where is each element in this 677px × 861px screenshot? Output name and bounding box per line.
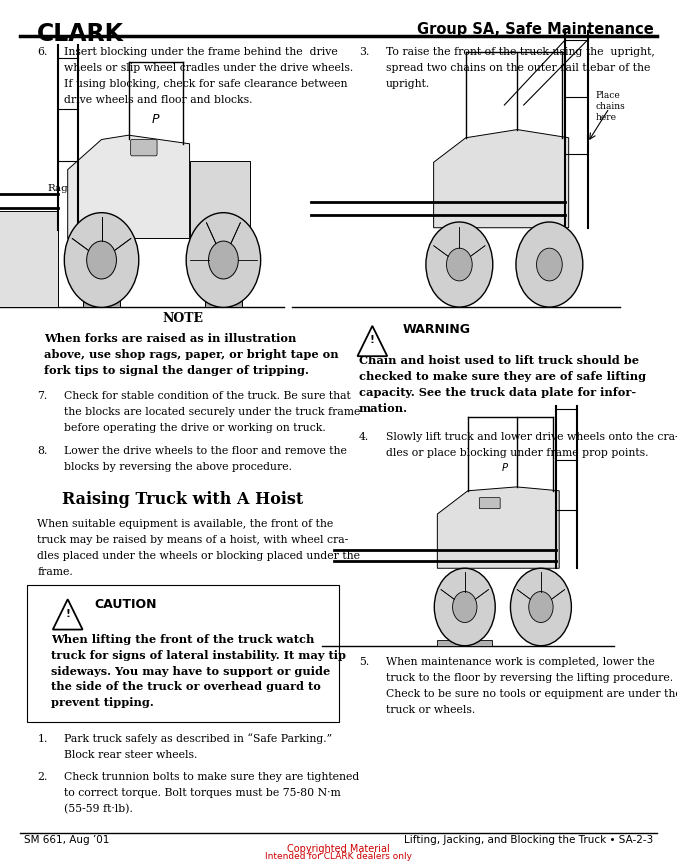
Bar <box>204 290 242 307</box>
Text: Park truck safely as described in “Safe Parking.”: Park truck safely as described in “Safe … <box>64 734 332 745</box>
Text: 6.: 6. <box>37 47 47 58</box>
Bar <box>83 290 121 307</box>
Circle shape <box>209 241 238 279</box>
Text: P: P <box>152 113 160 127</box>
Polygon shape <box>434 130 569 228</box>
Text: drive wheels and floor and blocks.: drive wheels and floor and blocks. <box>64 96 253 105</box>
Text: Copyrighted Material: Copyrighted Material <box>287 844 390 854</box>
Circle shape <box>186 213 261 307</box>
Text: 2.: 2. <box>37 772 47 783</box>
Text: When suitable equipment is available, the front of the: When suitable equipment is available, th… <box>37 519 334 530</box>
Text: truck or wheels.: truck or wheels. <box>386 705 475 715</box>
Text: Check to be sure no tools or equipment are under the: Check to be sure no tools or equipment a… <box>386 690 677 699</box>
Text: dles placed under the wheels or blocking placed under the: dles placed under the wheels or blocking… <box>37 551 360 561</box>
Text: P: P <box>502 462 507 473</box>
FancyBboxPatch shape <box>479 498 500 509</box>
Text: prevent tipping.: prevent tipping. <box>51 697 154 709</box>
Text: Check trunnion bolts to make sure they are tightened: Check trunnion bolts to make sure they a… <box>64 772 359 783</box>
Text: Raising Truck with A Hoist: Raising Truck with A Hoist <box>62 491 303 508</box>
Text: checked to make sure they are of safe lifting: checked to make sure they are of safe li… <box>359 371 646 382</box>
Text: wheels or slip wheel cradles under the drive wheels.: wheels or slip wheel cradles under the d… <box>64 64 353 73</box>
Text: Place
chains
here: Place chains here <box>596 91 626 122</box>
Text: blocks by reversing the above procedure.: blocks by reversing the above procedure. <box>64 461 292 472</box>
Text: Intended for CLARK dealers only: Intended for CLARK dealers only <box>265 852 412 861</box>
FancyBboxPatch shape <box>27 585 338 722</box>
Text: above, use shop rags, paper, or bright tape on: above, use shop rags, paper, or bright t… <box>44 350 338 360</box>
Text: capacity. See the truck data plate for infor-: capacity. See the truck data plate for i… <box>359 387 636 398</box>
Text: frame.: frame. <box>37 567 73 577</box>
Text: Chain and hoist used to lift truck should be: Chain and hoist used to lift truck shoul… <box>359 356 639 366</box>
Text: mation.: mation. <box>359 403 408 414</box>
Polygon shape <box>357 326 387 356</box>
Text: 8.: 8. <box>37 446 47 456</box>
Text: fork tips to signal the danger of tripping.: fork tips to signal the danger of trippi… <box>44 365 309 376</box>
FancyBboxPatch shape <box>131 139 157 156</box>
Bar <box>437 640 492 646</box>
Text: Slowly lift truck and lower drive wheels onto the cra-: Slowly lift truck and lower drive wheels… <box>386 432 677 442</box>
Text: To raise the front of the truck using the  upright,: To raise the front of the truck using th… <box>386 47 655 58</box>
Circle shape <box>64 213 139 307</box>
Polygon shape <box>68 135 190 238</box>
Circle shape <box>426 222 493 307</box>
Text: 3.: 3. <box>359 47 369 58</box>
Text: truck for signs of lateral instability. It may tip: truck for signs of lateral instability. … <box>51 649 346 660</box>
Circle shape <box>453 592 477 623</box>
Text: Check for stable condition of the truck. Be sure that: Check for stable condition of the truck.… <box>64 391 351 401</box>
Text: the side of the truck or overhead guard to: the side of the truck or overhead guard … <box>51 681 321 692</box>
Circle shape <box>447 248 473 281</box>
Text: Lower the drive wheels to the floor and remove the: Lower the drive wheels to the floor and … <box>64 446 347 456</box>
Text: before operating the drive or working on truck.: before operating the drive or working on… <box>64 424 326 433</box>
Text: Lifting, Jacking, and Blocking the Truck • SA-2-3: Lifting, Jacking, and Blocking the Truck… <box>404 835 653 846</box>
Text: truck to the floor by reversing the lifting procedure.: truck to the floor by reversing the lift… <box>386 673 673 684</box>
FancyBboxPatch shape <box>190 161 250 238</box>
Text: CLARK: CLARK <box>37 22 125 46</box>
Text: 7.: 7. <box>37 391 47 401</box>
Circle shape <box>516 222 583 307</box>
Text: When maintenance work is completed, lower the: When maintenance work is completed, lowe… <box>386 658 655 667</box>
Text: spread two chains on the outer rail tiebar of the: spread two chains on the outer rail tieb… <box>386 64 651 73</box>
Text: If using blocking, check for safe clearance between: If using blocking, check for safe cleara… <box>64 79 348 90</box>
Polygon shape <box>0 211 58 307</box>
Circle shape <box>510 568 571 646</box>
Text: !: ! <box>370 336 375 345</box>
Text: (55-59 ft·lb).: (55-59 ft·lb). <box>64 804 133 815</box>
Polygon shape <box>53 599 83 629</box>
Text: When lifting the front of the truck watch: When lifting the front of the truck watc… <box>51 634 314 645</box>
Text: Block rear steer wheels.: Block rear steer wheels. <box>64 749 198 759</box>
Text: CAUTION: CAUTION <box>95 598 157 610</box>
Text: sideways. You may have to support or guide: sideways. You may have to support or gui… <box>51 666 330 677</box>
Text: upright.: upright. <box>386 79 430 90</box>
Circle shape <box>435 568 496 646</box>
Text: Group SA, Safe Maintenance: Group SA, Safe Maintenance <box>416 22 653 36</box>
Text: !: ! <box>65 609 70 619</box>
Text: Insert blocking under the frame behind the  drive: Insert blocking under the frame behind t… <box>64 47 338 58</box>
Text: When forks are raised as in illustration: When forks are raised as in illustration <box>44 333 297 344</box>
Text: SM 661, Aug ’01: SM 661, Aug ’01 <box>24 835 109 846</box>
Text: 5.: 5. <box>359 658 369 667</box>
Text: 4.: 4. <box>359 432 369 442</box>
Text: to correct torque. Bolt torques must be 75-80 N·m: to correct torque. Bolt torques must be … <box>64 789 341 798</box>
Circle shape <box>537 248 562 281</box>
Text: truck may be raised by means of a hoist, with wheel cra-: truck may be raised by means of a hoist,… <box>37 535 349 545</box>
Text: dles or place blocking under frame prop points.: dles or place blocking under frame prop … <box>386 448 649 458</box>
Text: NOTE: NOTE <box>162 312 203 325</box>
Circle shape <box>87 241 116 279</box>
Circle shape <box>529 592 553 623</box>
Text: the blocks are located securely under the truck frame: the blocks are located securely under th… <box>64 407 361 418</box>
Polygon shape <box>437 487 559 568</box>
Text: Rag: Rag <box>47 184 68 193</box>
Text: 1.: 1. <box>37 734 47 744</box>
Text: WARNING: WARNING <box>403 324 471 337</box>
